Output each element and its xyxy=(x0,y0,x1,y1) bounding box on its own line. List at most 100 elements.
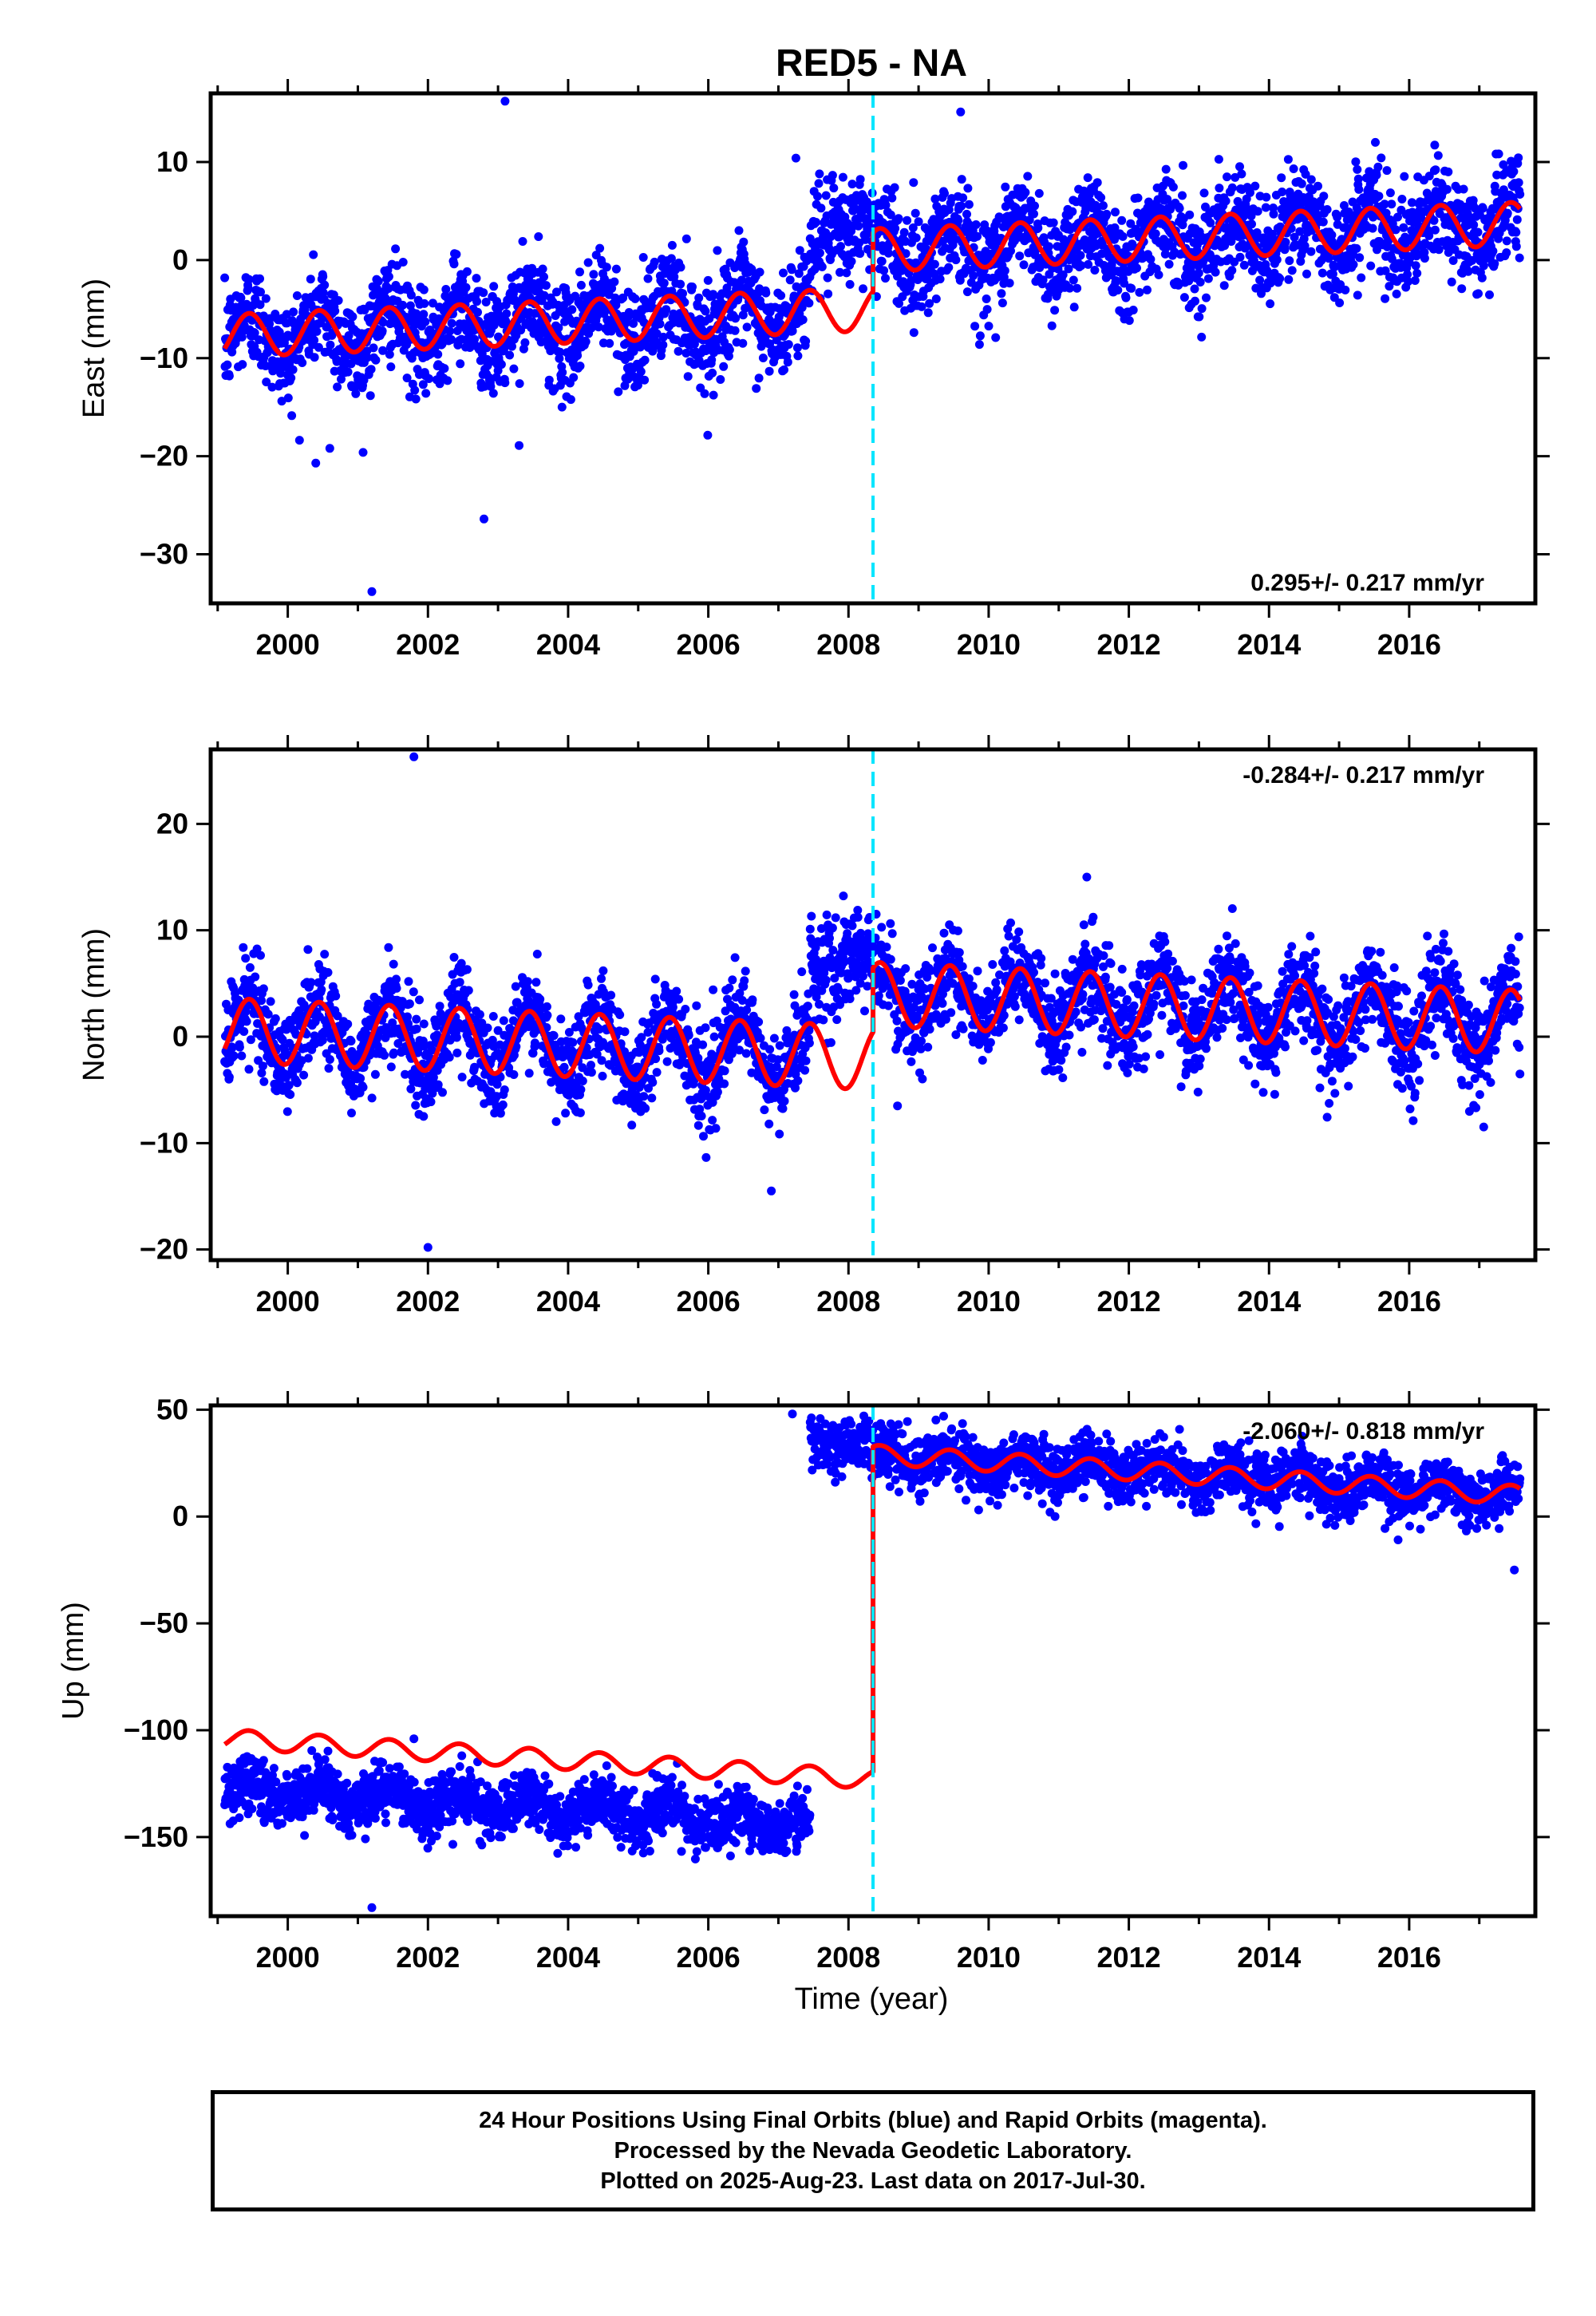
north-point xyxy=(672,986,681,996)
east-point xyxy=(674,346,683,356)
east-point xyxy=(911,208,920,218)
east-point xyxy=(420,298,429,308)
north-point xyxy=(462,965,472,974)
east-point xyxy=(887,193,897,203)
east-point xyxy=(1015,251,1025,261)
east-point xyxy=(1514,178,1523,188)
east-point xyxy=(362,346,372,356)
north-point xyxy=(386,1062,396,1072)
north-point xyxy=(259,1077,269,1086)
east-point xyxy=(1000,266,1009,275)
east-point xyxy=(428,298,437,308)
east-point xyxy=(282,310,291,319)
east-point xyxy=(567,305,577,314)
east-point xyxy=(676,279,685,289)
east-point xyxy=(1127,283,1136,293)
east-point xyxy=(793,351,803,361)
east-point xyxy=(1001,182,1010,192)
east-point xyxy=(1092,178,1102,188)
east-point xyxy=(618,293,628,302)
east-point xyxy=(1206,218,1215,227)
east-point xyxy=(1178,191,1187,200)
north-point xyxy=(709,985,718,994)
east-point xyxy=(1113,286,1123,294)
east-point xyxy=(1219,281,1229,290)
north-point xyxy=(524,1069,534,1078)
north-point xyxy=(358,1082,368,1092)
north-point xyxy=(404,977,413,986)
east-x-tick-label: 2004 xyxy=(536,628,600,661)
east-x-tick-label: 2014 xyxy=(1237,628,1301,661)
north-point xyxy=(708,1116,717,1125)
east-point xyxy=(1076,251,1085,260)
east-point xyxy=(958,193,968,203)
east-point xyxy=(1049,218,1058,227)
east-point xyxy=(1319,192,1329,201)
east-point xyxy=(358,448,368,457)
east-point xyxy=(1215,184,1224,193)
east-point xyxy=(847,257,856,266)
east-point xyxy=(776,290,786,300)
north-point xyxy=(615,1010,625,1019)
east-point xyxy=(1090,266,1100,275)
east-point xyxy=(419,285,429,294)
east-point xyxy=(362,353,372,362)
north-point xyxy=(500,1085,509,1094)
east-point xyxy=(824,289,833,298)
east-point xyxy=(433,350,443,359)
east-point xyxy=(801,337,811,346)
east-point xyxy=(742,322,752,332)
north-point xyxy=(531,978,541,987)
north-point xyxy=(303,945,313,954)
north-point xyxy=(728,975,737,985)
east-point xyxy=(384,272,393,282)
east-point xyxy=(391,244,401,254)
east-point xyxy=(1050,306,1060,315)
north-point xyxy=(627,1120,637,1130)
east-point xyxy=(410,385,420,395)
east-point xyxy=(630,294,640,303)
east-point xyxy=(879,266,889,275)
east-point xyxy=(1488,247,1498,256)
east-point xyxy=(1459,184,1468,194)
east-point xyxy=(496,360,506,370)
east-point xyxy=(1387,200,1396,209)
north-point xyxy=(392,974,401,984)
east-point xyxy=(1302,269,1311,279)
north-point xyxy=(242,1017,251,1026)
east-point xyxy=(1371,137,1380,147)
east-point xyxy=(662,305,671,314)
east-outlier-point xyxy=(956,107,966,117)
east-point xyxy=(816,204,826,213)
east-point xyxy=(250,328,259,338)
east-point xyxy=(633,381,642,390)
east-point xyxy=(1430,140,1440,150)
east-point xyxy=(343,367,353,377)
east-point xyxy=(957,201,966,211)
east-point xyxy=(1473,227,1483,237)
east-point xyxy=(1431,165,1440,175)
east-point xyxy=(398,258,408,267)
north-point xyxy=(698,1040,708,1049)
east-point xyxy=(1502,248,1511,258)
north-point xyxy=(356,1073,365,1083)
east-point xyxy=(611,264,621,274)
east-point xyxy=(1250,181,1260,191)
east-outlier-point xyxy=(480,514,488,524)
east-point xyxy=(709,290,718,299)
east-point xyxy=(369,290,377,300)
east-point xyxy=(1474,289,1483,298)
north-point xyxy=(711,1124,721,1133)
east-point xyxy=(629,318,638,328)
east-point xyxy=(640,355,650,365)
east-point xyxy=(411,394,421,404)
east-point xyxy=(1029,209,1038,219)
east-y-axis-label: East (mm) xyxy=(77,279,111,418)
east-point xyxy=(1203,274,1213,283)
east-point xyxy=(220,273,230,283)
east-point xyxy=(914,217,923,227)
east-point xyxy=(255,300,265,310)
east-point xyxy=(881,274,890,283)
north-point xyxy=(241,954,251,963)
north-point xyxy=(713,1087,722,1097)
